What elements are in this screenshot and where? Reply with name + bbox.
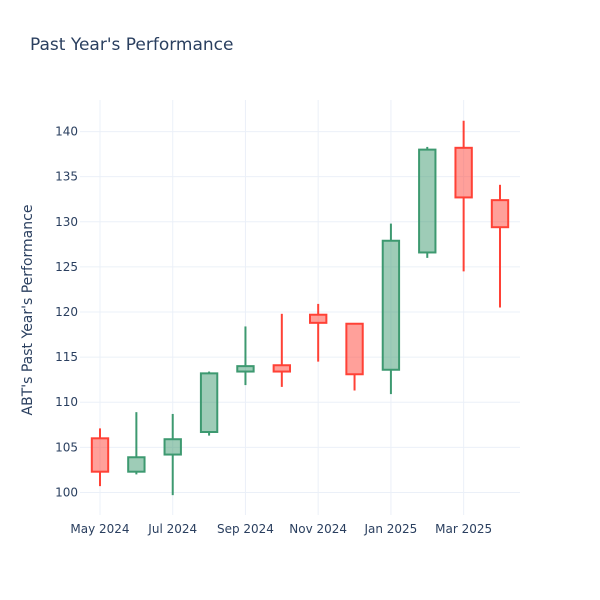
candle-increasing [418,146,437,258]
y-tick-label: 135 [55,170,78,184]
y-axis-label: ABT's Past Year's Performance [20,205,36,416]
candle-decreasing [272,313,291,387]
candle-body [454,146,473,199]
x-axis-ticks: May 2024 Jul 2024 Sep 2024 Nov 2024 Jan 2025… [70,522,492,536]
candle-body [418,148,437,254]
x-tick-label: Sep 2024 [217,522,274,536]
candle-body [127,456,146,473]
y-tick-label: 125 [55,260,78,274]
candle-decreasing [309,303,328,362]
x-tick-label: Jan 2025 [363,522,417,536]
chart-title: Past Year's Performance [30,35,234,55]
candles [90,120,510,496]
candle-increasing [199,371,219,436]
candle-body [90,437,110,473]
candle-body [272,364,291,373]
candle-increasing [127,412,146,475]
candle-body [490,199,510,229]
y-tick-label: 110 [55,395,78,409]
x-tick-label: Nov 2024 [289,522,347,536]
x-tick-label: Mar 2025 [435,522,492,536]
y-axis-ticks: 100 105 110 115 120 125 130 135 140 [55,125,78,500]
y-tick-label: 115 [55,350,78,364]
candle-body [309,313,328,324]
y-tick-label: 120 [55,305,78,319]
y-tick-label: 130 [55,215,78,229]
candle-increasing [236,326,255,386]
candle-increasing [163,413,182,496]
candle-decreasing [345,322,364,391]
candle-body [236,365,255,373]
candle-decreasing [90,428,110,487]
candle-increasing [381,223,401,395]
candle-body [163,438,182,456]
y-tick-label: 105 [55,440,78,454]
candle-decreasing [454,120,473,272]
candle-body [345,322,364,376]
x-tick-label: Jul 2024 [147,522,197,536]
candle-body [381,239,401,371]
candle-body [199,372,219,434]
candle-decreasing [490,184,510,308]
x-tick-label: May 2024 [70,522,129,536]
y-tick-label: 100 [55,485,78,499]
y-tick-label: 140 [55,125,78,139]
